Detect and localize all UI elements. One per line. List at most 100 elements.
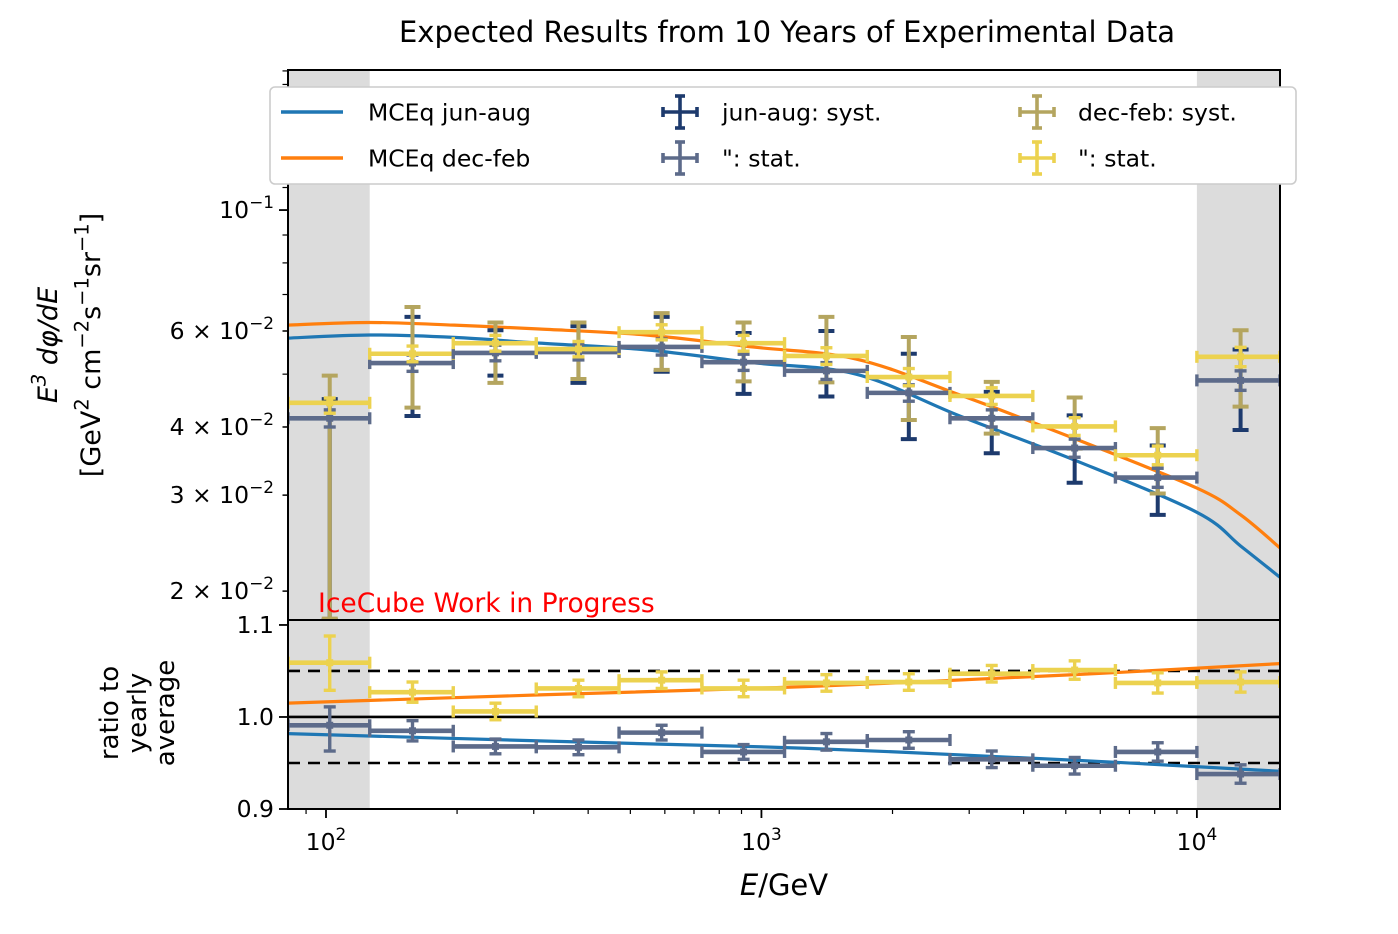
jun-aug-stat-marker — [740, 358, 748, 366]
legend-item: dec-feb: syst. — [1018, 94, 1237, 130]
dec-feb-ratio-marker — [1154, 679, 1162, 687]
y-tick-label: 10−1 — [219, 192, 274, 224]
y-axis-ratio: 0.9 1.0 1.1 — [237, 611, 288, 823]
jun-aug-ratio-marker — [1154, 748, 1162, 756]
mceq-dec-feb-curve — [288, 320, 1280, 550]
jun-aug-ratio — [1113, 741, 1199, 763]
jun-aug-stat-marker — [1154, 474, 1162, 482]
dec-feb-ratio-marker — [822, 679, 830, 687]
main-bin — [865, 334, 952, 442]
mceq-jun-aug-ratio-curve — [288, 732, 1280, 773]
dec-feb-ratio-marker — [658, 676, 666, 684]
jun-aug-ratio-marker — [1071, 762, 1079, 770]
dec-feb-stat-marker — [1237, 353, 1245, 361]
legend-item-label: jun-aug: syst. — [721, 99, 881, 127]
watermark-text: IceCube Work in Progress — [318, 588, 655, 619]
x-tick-label: 103 — [741, 824, 782, 856]
dec-feb-stat-marker — [740, 339, 748, 347]
legend-item-label: dec-feb: syst. — [1078, 99, 1237, 127]
jun-aug-ratio-marker — [740, 748, 748, 756]
errorbars-main — [288, 305, 1280, 620]
jun-aug-stat-marker — [491, 349, 499, 357]
main-bin — [700, 320, 787, 396]
legend-item-label: ": stat. — [722, 145, 801, 173]
dec-feb-stat-marker — [491, 339, 499, 347]
jun-aug-ratio-marker — [1237, 770, 1245, 778]
jun-aug-ratio-marker — [822, 738, 830, 746]
ratio-bin — [617, 670, 704, 742]
legend-item-label: MCEq dec-feb — [368, 145, 530, 173]
dec-feb-stat-marker — [822, 352, 830, 360]
mceq-jun-aug-curve — [288, 333, 1280, 579]
ratio-bin — [1195, 670, 1280, 785]
axis-labels: E/GeV E3 dφ/dE[GeV2 cm−2s−1sr−1] — [28, 213, 829, 902]
shaded-band — [1196, 620, 1280, 809]
dec-feb-stat — [1113, 444, 1199, 467]
jun-aug-ratio — [288, 705, 372, 753]
dec-feb-ratio-marker — [988, 670, 996, 678]
ratio-y-tick-label: 0.9 — [237, 795, 274, 823]
dec-feb-ratio — [367, 680, 455, 704]
jun-aug-stat-marker — [1071, 444, 1079, 452]
chart-generated-content: 102 103 104 10−1 6 × 10−2 4 × 10−2 3 × 10−2 2 ×… — [28, 69, 1297, 902]
main-bin — [617, 311, 704, 374]
legend-item-label: ": stat. — [1078, 145, 1157, 173]
ratio-bin — [534, 678, 621, 757]
jun-aug-ratio — [865, 730, 952, 750]
legend-item: ": stat. — [1018, 140, 1157, 176]
dec-feb-stat-marker — [326, 399, 334, 407]
jun-aug-stat-marker — [905, 389, 913, 397]
x-axis-label: E/GeV — [740, 868, 828, 902]
jun-aug-stat-marker — [658, 343, 666, 351]
main-bin — [948, 379, 1035, 456]
ratio-panel-spine — [287, 619, 1281, 810]
ratio-y-tick-label: 1.0 — [237, 703, 274, 731]
jun-aug-ratio-marker — [658, 729, 666, 737]
main-bin — [367, 305, 455, 419]
dec-feb-ratio-marker — [408, 688, 416, 696]
x-tick-label: 102 — [306, 824, 347, 856]
main-bin — [451, 320, 538, 385]
jun-aug-stat-marker — [988, 414, 996, 422]
dec-feb-ratio — [288, 634, 372, 692]
legend-item: MCEq jun-aug — [281, 99, 531, 127]
main-bin — [1031, 395, 1118, 485]
dec-feb-ratio — [700, 678, 787, 699]
y-axis-main: 10−1 6 × 10−2 4 × 10−2 3 × 10−2 2 × 10−2 — [170, 70, 288, 605]
jun-aug-ratio-marker — [491, 742, 499, 750]
legend-item: ": stat. — [661, 140, 801, 176]
dec-feb-stat — [617, 323, 704, 342]
dec-feb-stat-marker — [1071, 422, 1079, 430]
ratio-bin — [1113, 671, 1199, 763]
x-tick-label: 104 — [1177, 824, 1218, 856]
dec-feb-stat-marker — [905, 373, 913, 381]
main-bin — [1113, 426, 1199, 517]
dec-feb-ratio — [1031, 659, 1118, 681]
ratio-bin — [1031, 659, 1118, 776]
dec-feb-ratio-marker — [1237, 678, 1245, 686]
y-tick-label: 2 × 10−2 — [170, 573, 274, 605]
y-tick-label: 4 × 10−2 — [170, 409, 274, 441]
dec-feb-stat — [1031, 416, 1118, 438]
main-bin — [782, 314, 869, 399]
jun-aug-stat — [948, 408, 1035, 429]
y-tick-label: 6 × 10−2 — [170, 313, 274, 345]
main-bin — [534, 320, 621, 385]
main-y-axis-label-line1: E3 dφ/dE — [28, 287, 64, 403]
jun-aug-stat — [1195, 369, 1280, 393]
jun-aug-stat-marker — [326, 414, 334, 422]
jun-aug-stat — [1031, 437, 1118, 459]
dec-feb-ratio-marker — [574, 684, 582, 692]
ratio-ylabel-line3: average — [151, 660, 181, 766]
dec-feb-stat — [948, 386, 1035, 407]
dec-feb-ratio-marker — [905, 678, 913, 686]
jun-aug-ratio-marker — [988, 755, 996, 763]
dec-feb-stat — [865, 366, 952, 388]
jun-aug-ratio-marker — [574, 743, 582, 751]
legend-item: MCEq dec-feb — [281, 145, 530, 173]
dec-feb-stat — [1195, 345, 1280, 369]
dec-feb-ratio — [782, 672, 869, 693]
dec-feb-stat-marker — [658, 328, 666, 336]
jun-aug-ratio — [700, 742, 787, 762]
